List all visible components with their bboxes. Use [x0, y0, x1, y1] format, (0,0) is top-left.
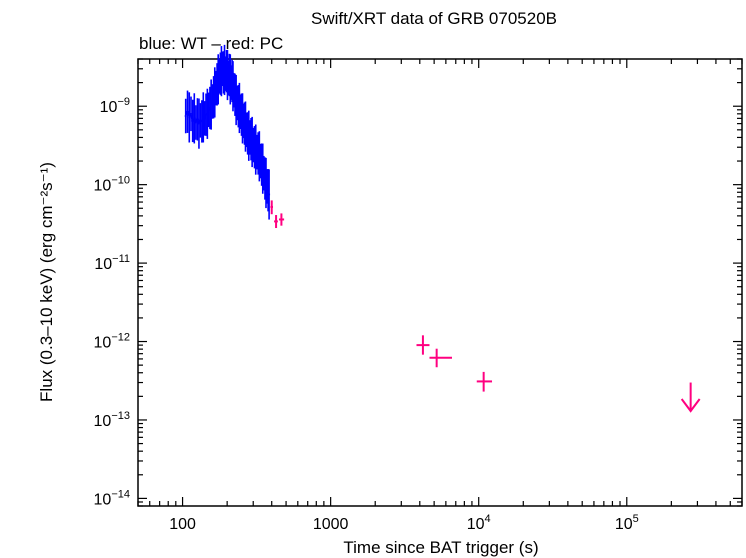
y-tick-label: 10−9 — [100, 96, 130, 116]
y-tick-label: 10−14 — [94, 488, 130, 508]
chart-title: Swift/XRT data of GRB 070520B — [311, 9, 557, 28]
x-axis-label: Time since BAT trigger (s) — [343, 538, 538, 557]
x-tick-label: 100 — [169, 516, 196, 533]
y-tick-label: 10−13 — [94, 410, 130, 430]
x-tick-label: 1000 — [313, 516, 349, 533]
x-tick-labels: 100 1000 104 105 — [169, 513, 639, 533]
y-tick-label: 10−12 — [94, 332, 130, 352]
x-tick-label: 104 — [467, 513, 491, 533]
wt-curve — [185, 67, 270, 195]
upper-limit-arrowhead — [680, 398, 701, 413]
y-tick-label: 10−11 — [94, 253, 130, 273]
y-tick-labels: 10−9 10−10 10−11 10−12 10−13 10−14 — [94, 96, 130, 508]
y-tick-label: 10−10 — [94, 175, 130, 195]
axis-ticks — [137, 58, 743, 507]
chart-subtitle: blue: WT – red: PC — [139, 34, 283, 53]
x-tick-label: 105 — [615, 513, 639, 533]
y-axis-label: Flux (0.3–10 keV) (erg cm⁻²s⁻¹) — [37, 162, 56, 402]
plot-frame — [137, 58, 743, 507]
data-marks — [184, 44, 701, 413]
